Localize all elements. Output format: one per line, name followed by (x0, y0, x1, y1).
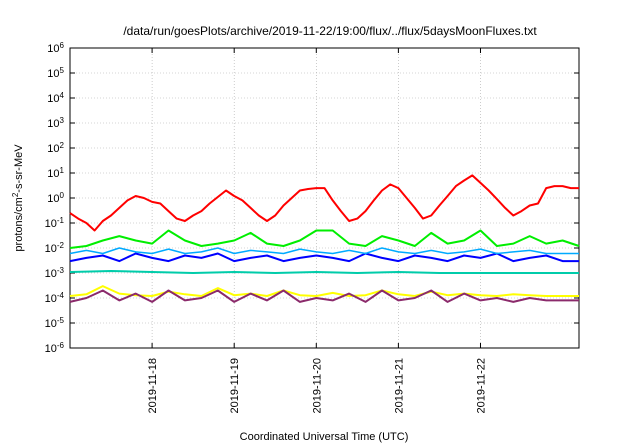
series-line-4 (69, 270, 579, 274)
chart-title: /data/run/goesPlots/archive/2019-11-22/1… (123, 24, 537, 38)
y-tick-exp: -3 (57, 266, 65, 275)
y-tick-base: 10 (47, 93, 59, 105)
y-tick-exp: 4 (60, 91, 65, 100)
x-tick-label: 2019-11-19 (229, 358, 241, 413)
series-line-1 (69, 229, 580, 249)
y-tick-base: 10 (45, 343, 57, 355)
y-tick-label: 10-4 (45, 291, 65, 306)
series-line-5 (69, 285, 579, 297)
series-line-6 (69, 289, 579, 303)
y-tick-label: 103 (47, 116, 64, 131)
y-tick-label: 105 (47, 66, 64, 81)
y-axis-label-pre: protons/cm (13, 197, 25, 251)
y-tick-exp: -4 (57, 291, 65, 300)
y-tick-base: 10 (47, 168, 59, 180)
y-tick-base: 10 (45, 218, 57, 230)
x-tick-label: 2019-11-22 (475, 358, 487, 413)
y-tick-base: 10 (45, 268, 57, 280)
y-tick-exp: 6 (60, 41, 65, 50)
y-tick-label: 10-6 (45, 341, 65, 356)
y-tick-base: 10 (47, 143, 59, 155)
y-tick-exp: -6 (57, 341, 65, 350)
y-tick-exp: 1 (60, 166, 65, 175)
x-tick-label: 2019-11-18 (147, 358, 159, 413)
x-axis: 2019-11-18 2019-11-19 2019-11-20 2019-11-21… (147, 48, 487, 413)
y-tick-base: 10 (45, 318, 57, 330)
y-tick-exp: 2 (60, 141, 65, 150)
grid (70, 47, 579, 349)
x-tick-label: 2019-11-21 (393, 358, 405, 413)
y-tick-label: 10-2 (45, 241, 65, 256)
y-tick-base: 10 (47, 43, 59, 55)
series-group (69, 174, 580, 303)
y-tick-exp: 3 (60, 116, 65, 125)
y-axis-label-sup: 2 (11, 192, 20, 197)
y-tick-label: 106 (47, 41, 64, 56)
y-tick-exp: 5 (60, 66, 65, 75)
series-line-3 (69, 247, 579, 255)
y-tick-label: 10-3 (45, 266, 65, 281)
y-tick-base: 10 (47, 193, 59, 205)
y-tick-base: 10 (47, 68, 59, 80)
y-tick-base: 10 (47, 118, 59, 130)
y-tick-base: 10 (45, 243, 57, 255)
series-line-0 (69, 174, 579, 232)
y-tick-exp: 0 (60, 191, 65, 200)
y-axis-label: protons/cm2-s-sr-MeV (11, 144, 26, 252)
x-axis-label: Coordinated Universal Time (UTC) (240, 431, 409, 443)
y-tick-exp: -2 (57, 241, 65, 250)
x-tick-label: 2019-11-20 (311, 358, 323, 413)
y-tick-label: 100 (47, 191, 64, 206)
y-tick-label: 104 (47, 91, 64, 106)
y-tick-exp: -1 (57, 216, 65, 225)
y-tick-exp: -5 (57, 316, 65, 325)
y-tick-label: 102 (47, 141, 64, 156)
y-tick-base: 10 (45, 293, 57, 305)
y-tick-label: 10-1 (45, 216, 65, 231)
series-line-2 (69, 252, 579, 263)
y-axis-label-post: -s-sr-MeV (13, 144, 25, 193)
y-tick-label: 10-5 (45, 316, 65, 331)
y-tick-label: 101 (47, 166, 64, 181)
